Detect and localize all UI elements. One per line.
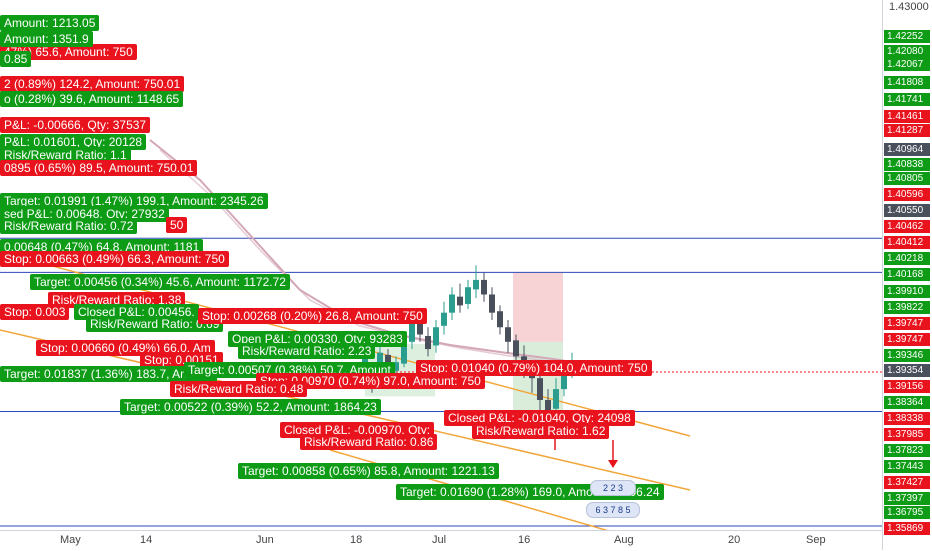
time-axis-tick: 18 — [350, 534, 363, 546]
trade-label[interactable]: 2 (0.89%) 124.2, Amount: 750.01 — [0, 76, 185, 92]
trade-label[interactable]: Target: 0.01991 (1.47%) 199.1, Amount: 2… — [0, 193, 268, 209]
candle-body-7 — [417, 321, 423, 335]
trade-label[interactable]: 0895 (0.65%) 89.5, Amount: 750.01 — [0, 160, 198, 176]
trade-label[interactable]: Target: 0.00858 (0.65%) 85.8, Amount: 12… — [238, 463, 499, 479]
candle-body-18 — [505, 327, 511, 342]
price-level-tag: 1.39156 — [884, 380, 930, 393]
price-level-tag: 1.38338 — [884, 412, 930, 425]
price-level-tag: 1.37823 — [884, 444, 930, 457]
chart-area[interactable]: Amount: 1213.05 47%) 65.6, Amount: 750 Amo… — [0, 0, 882, 530]
event-flag-icon[interactable]: 6 3 7 8 5 — [586, 502, 640, 518]
price-level-tag: 1.40964 — [884, 143, 930, 156]
price-level-tag: 1.42067 — [884, 58, 930, 71]
candle-body-5 — [401, 345, 407, 364]
trade-label[interactable]: Risk/Reward Ratio: 0.48 — [170, 381, 308, 397]
candle-body-15 — [481, 279, 487, 295]
trade-label[interactable]: Risk/Reward Ratio: 0.72 — [0, 218, 138, 234]
time-axis-tick: Aug — [614, 534, 634, 546]
price-level-tag: 1.40218 — [884, 252, 930, 265]
price-level-tag: 1.39354 — [884, 364, 930, 377]
trade-label[interactable]: Target: 0.00456 (0.34%) 45.6, Amount: 11… — [30, 274, 290, 290]
price-level-tag: 1.39346 — [884, 349, 930, 362]
candle-body-9 — [433, 327, 439, 346]
trade-label[interactable]: Target: 0.00522 (0.39%) 52.2, Amount: 18… — [120, 399, 381, 415]
price-level-tag: 1.39822 — [884, 301, 930, 314]
trade-label[interactable]: Closed P&L: -0.01040, Qty: 24098 — [444, 410, 635, 426]
price-level-tag: 1.37427 — [884, 476, 930, 489]
price-level-tag: 1.41741 — [884, 93, 930, 106]
trade-label[interactable]: Amount: 1351.9 — [0, 31, 93, 47]
candle-body-24 — [553, 389, 559, 409]
trade-label[interactable]: Risk/Reward Ratio: 2.23 — [238, 343, 376, 359]
price-level-tag: 1.40596 — [884, 188, 930, 201]
candle-body-6 — [409, 319, 415, 342]
price-level-tag: 1.37443 — [884, 460, 930, 473]
event-flag-icon[interactable]: 2 2 3 — [590, 480, 636, 496]
trade-label[interactable]: P&L: -0.00666, Qty: 37537 — [0, 117, 151, 133]
price-level-tag: 1.40838 — [884, 158, 930, 171]
price-level-tag: 1.41287 — [884, 124, 930, 137]
price-level-tag: 1.40805 — [884, 172, 930, 185]
candle-body-16 — [489, 294, 495, 313]
time-axis-tick: 16 — [518, 534, 531, 546]
trade-label[interactable]: Risk/Reward Ratio: 0.69 — [86, 316, 224, 332]
candle-body-17 — [497, 311, 503, 328]
candle-body-13 — [465, 287, 471, 304]
trade-label[interactable]: 50 — [166, 217, 188, 233]
trade-label[interactable]: Stop: 0.00268 (0.20%) 26.8, Amount: 750 — [198, 308, 427, 324]
price-level-tag: 1.41808 — [884, 76, 930, 89]
trade-label[interactable]: 0.85 — [0, 51, 32, 67]
candle-body-25 — [561, 370, 567, 390]
price-level-tag: 1.42252 — [884, 30, 930, 43]
candle-body-8 — [425, 335, 431, 350]
candle-body-10 — [441, 312, 447, 326]
price-level-tag: 1.39910 — [884, 285, 930, 298]
trade-label[interactable]: o (0.28%) 39.6, Amount: 1148.65 — [0, 91, 184, 107]
trade-label[interactable]: Stop: 0.003 — [0, 304, 70, 320]
time-axis-tick: Jul — [432, 534, 447, 546]
trade-label[interactable]: P&L: 0.01601, Qty: 20128 — [0, 134, 147, 150]
price-level-tag: 1.37397 — [884, 492, 930, 505]
time-axis-tick: 14 — [140, 534, 153, 546]
price-level-tag: 1.36795 — [884, 506, 930, 519]
price-axis-top-label: 1.43000 — [889, 1, 929, 13]
time-axis-tick: Sep — [806, 534, 826, 546]
candle-body-19 — [513, 340, 519, 357]
trade-label[interactable]: Risk/Reward Ratio: 0.86 — [300, 434, 438, 450]
trade-label[interactable]: Stop: 0.01040 (0.79%) 104.0, Amount: 750 — [416, 360, 652, 376]
trade-label[interactable]: Target: 0.01837 (1.36%) 183.7, Amount — [0, 366, 218, 382]
price-level-tag: 1.40462 — [884, 220, 930, 233]
candle-body-2 — [377, 352, 383, 368]
price-level-tag: 1.38364 — [884, 396, 930, 409]
candle-body-11 — [449, 294, 455, 313]
price-level-tag: 1.42080 — [884, 45, 930, 58]
trade-label[interactable]: Stop: 0.00663 (0.49%) 66.3, Amount: 750 — [0, 251, 229, 267]
time-axis[interactable]: May 14 Jun 18 Jul 16 Aug 20 Sep — [0, 530, 882, 551]
price-level-tag: 1.37985 — [884, 428, 930, 441]
price-level-tag: 1.40550 — [884, 204, 930, 217]
candle-body-22 — [537, 378, 543, 401]
candle-body-4 — [393, 362, 399, 371]
trade-label[interactable]: Risk/Reward Ratio: 1.1 — [0, 147, 131, 163]
time-axis-tick: May — [60, 534, 81, 546]
trade-label[interactable]: Stop: 0.00970 (0.74%) 97.0, Amount: 750 — [256, 373, 485, 389]
candle-body-12 — [457, 296, 463, 306]
trade-label[interactable]: Amount: 1213.05 — [0, 15, 100, 31]
trade-label[interactable]: Risk/Reward Ratio: 1.62 — [472, 423, 610, 439]
price-level-tag: 1.39747 — [884, 317, 930, 330]
trade-label[interactable]: 47%) 65.6, Amount: 750 — [0, 44, 137, 60]
candle-body-14 — [473, 279, 479, 290]
candle-body-23 — [545, 400, 551, 411]
price-level-tag: 1.40412 — [884, 236, 930, 249]
price-level-tag: 1.39747 — [884, 333, 930, 346]
time-axis-tick: Jun — [256, 534, 274, 546]
arrow-head — [608, 460, 618, 468]
stop-zone — [513, 272, 563, 342]
price-level-tag: 1.35869 — [884, 522, 930, 535]
price-axis[interactable]: 1.43000 1.42252 1.42080 1.42067 1.41808 1.41… — [882, 0, 932, 550]
price-level-tag: 1.40168 — [884, 268, 930, 281]
time-axis-tick: 20 — [728, 534, 741, 546]
price-level-tag: 1.41461 — [884, 110, 930, 123]
